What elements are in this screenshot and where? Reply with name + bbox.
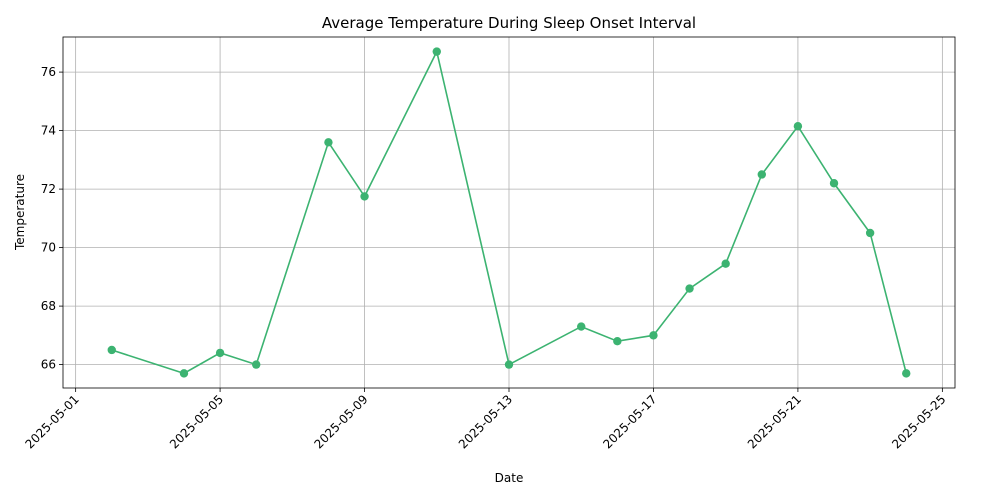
data-point: [793, 122, 803, 131]
data-point: [215, 348, 225, 358]
y-tick-label: 70: [41, 241, 56, 255]
data-point: [179, 369, 189, 378]
data-point: [107, 345, 116, 355]
x-tick-label: 2025-05-21: [745, 392, 804, 451]
data-point: [577, 322, 586, 331]
data-point: [721, 259, 730, 268]
y-axis-ticks: 66 68 70 72 74 76: [41, 65, 63, 372]
y-tick-label: 76: [41, 65, 56, 79]
chart-title: Average Temperature During Sleep Onset I…: [322, 14, 696, 32]
x-axis-ticks: 2025-05-01 2025-05-05 2025-05-09 2025-05-13…: [23, 388, 948, 451]
data-point: [324, 138, 333, 147]
data-point: [649, 331, 658, 340]
series-line-group: [111, 49, 908, 375]
x-tick-label: 2025-05-25: [889, 392, 948, 451]
x-tick-label: 2025-05-09: [311, 392, 370, 451]
x-tick-label: 2025-05-05: [167, 392, 226, 451]
x-tick-label: 2025-05-01: [23, 392, 82, 451]
data-point: [252, 360, 261, 369]
data-points: [107, 47, 911, 378]
x-tick-label: 2025-05-17: [600, 392, 659, 451]
data-point: [685, 284, 694, 293]
data-point: [757, 170, 766, 179]
x-axis-label: Date: [495, 471, 524, 485]
data-point: [504, 360, 514, 369]
data-point: [902, 369, 911, 378]
y-tick-label: 68: [41, 299, 56, 313]
data-point: [865, 228, 875, 238]
series-line: [111, 49, 908, 375]
data-point: [613, 337, 622, 346]
y-tick-label: 72: [41, 182, 56, 196]
data-point: [432, 47, 441, 56]
y-tick-label: 74: [41, 124, 56, 138]
grid-lines: [63, 37, 955, 388]
data-point: [360, 192, 369, 201]
y-axis-label: Temperature: [13, 174, 27, 251]
y-tick-label: 66: [41, 358, 56, 372]
x-tick-label: 2025-05-13: [456, 392, 515, 451]
data-point: [829, 179, 839, 188]
